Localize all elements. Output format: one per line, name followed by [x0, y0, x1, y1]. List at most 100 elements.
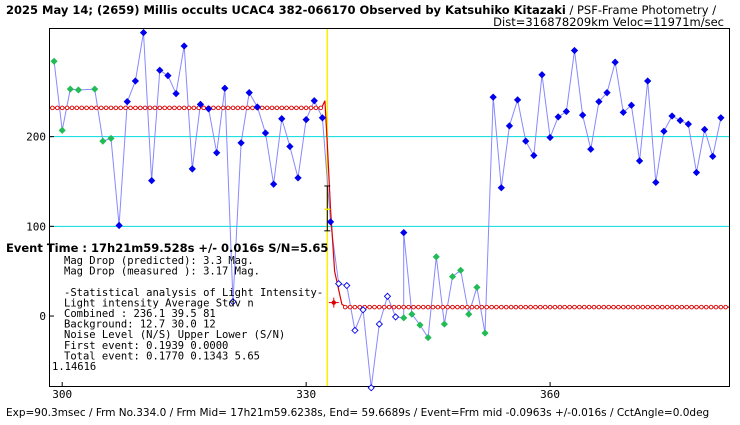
model-marker [64, 105, 70, 111]
model-marker [582, 304, 587, 310]
observed-point [335, 280, 343, 288]
model-marker [250, 105, 255, 111]
model-marker [625, 304, 631, 310]
model-marker [616, 304, 621, 310]
observed-point [172, 89, 180, 98]
model-marker [484, 304, 489, 310]
observed-point [375, 320, 383, 328]
model-marker [513, 304, 519, 310]
model-marker [74, 105, 80, 111]
observed-point [700, 125, 709, 134]
model-marker [191, 105, 197, 111]
model-marker [699, 304, 704, 310]
model-marker [259, 105, 265, 111]
observed-point [269, 180, 278, 188]
y-tick-label: 100 [26, 220, 46, 233]
chart-title: 2025 May 14; (2659) Millis occults UCAC4… [6, 3, 716, 17]
observed-point [652, 178, 660, 187]
stats-line: 1.14616 [52, 361, 96, 373]
observed-point [644, 77, 652, 85]
model-marker [445, 304, 450, 310]
observed-point [513, 96, 522, 104]
stats-line: -Statistical analysis of Light Intensity… [64, 287, 323, 299]
model-marker [684, 304, 689, 310]
observed-point [164, 72, 172, 80]
model-marker [499, 304, 504, 310]
stats-line: First event: 0.1939 0.0000 [64, 340, 228, 352]
model-marker [181, 105, 187, 111]
model-marker [645, 304, 650, 310]
model-marker [152, 105, 158, 111]
observed-point [489, 93, 497, 101]
observed-point [245, 89, 253, 97]
model-marker [264, 105, 270, 111]
model-marker [635, 304, 641, 310]
model-marker [396, 304, 402, 310]
observed-point [635, 157, 644, 165]
model-marker [142, 105, 148, 111]
model-marker [128, 105, 133, 111]
model-marker [562, 304, 567, 310]
plot-frame [49, 28, 730, 387]
reference-point [91, 85, 99, 93]
model-marker [596, 304, 602, 310]
model-marker [523, 304, 528, 310]
model-marker [489, 304, 494, 310]
observed-point [318, 114, 327, 122]
model-marker [79, 105, 84, 111]
model-marker [381, 304, 387, 310]
observed-point [278, 115, 286, 123]
model-marker [474, 304, 480, 310]
chart-title-method: / PSF-Frame Photometry / [566, 3, 716, 17]
observed-point [156, 66, 164, 74]
model-marker [591, 304, 597, 310]
model-marker [84, 105, 89, 111]
x-axis-ticks: 300 330 360 [52, 382, 560, 401]
model-marker [186, 105, 192, 111]
model-marker [621, 304, 626, 310]
reference-point [400, 314, 408, 322]
stats-line: Combined : 236.1 39.5 81 [64, 308, 216, 320]
stats-line: Mag Drop (predicted): 3.3 Mag. [64, 255, 254, 267]
model-marker [211, 105, 216, 111]
model-marker [162, 105, 167, 111]
reference-point [432, 253, 440, 261]
model-marker [55, 105, 60, 111]
model-marker [230, 105, 236, 111]
model-marker [567, 304, 572, 310]
model-marker [425, 304, 431, 310]
reference-point [107, 134, 115, 142]
observed-point [627, 101, 636, 109]
observed-point [148, 176, 156, 185]
reference-point [465, 310, 473, 318]
observed-point [538, 71, 546, 79]
model-marker [123, 105, 128, 111]
model-marker [655, 304, 660, 310]
model-marker [118, 105, 123, 111]
model-marker [201, 105, 206, 111]
model-cross-dot [331, 300, 336, 305]
observed-point [709, 152, 717, 161]
model-marker [50, 105, 55, 111]
model-marker [313, 105, 319, 111]
model-marker [630, 304, 636, 310]
observed-point [351, 326, 359, 335]
model-marker [94, 105, 99, 111]
reference-point [424, 333, 432, 342]
model-marker [342, 304, 348, 310]
observed-point [204, 105, 213, 113]
model-marker [172, 105, 177, 111]
observed-point [383, 292, 392, 300]
model-marker [308, 105, 314, 111]
model-marker [650, 304, 655, 310]
model-marker [528, 304, 533, 310]
model-marker [533, 304, 538, 310]
y-axis-ticks: 0 100 200 [26, 131, 54, 323]
reference-point [440, 320, 448, 328]
observed-point [578, 111, 587, 119]
observed-point [253, 103, 261, 111]
x-tick-label: 300 [52, 388, 72, 401]
observed-point [562, 107, 571, 116]
model-marker [269, 105, 275, 111]
